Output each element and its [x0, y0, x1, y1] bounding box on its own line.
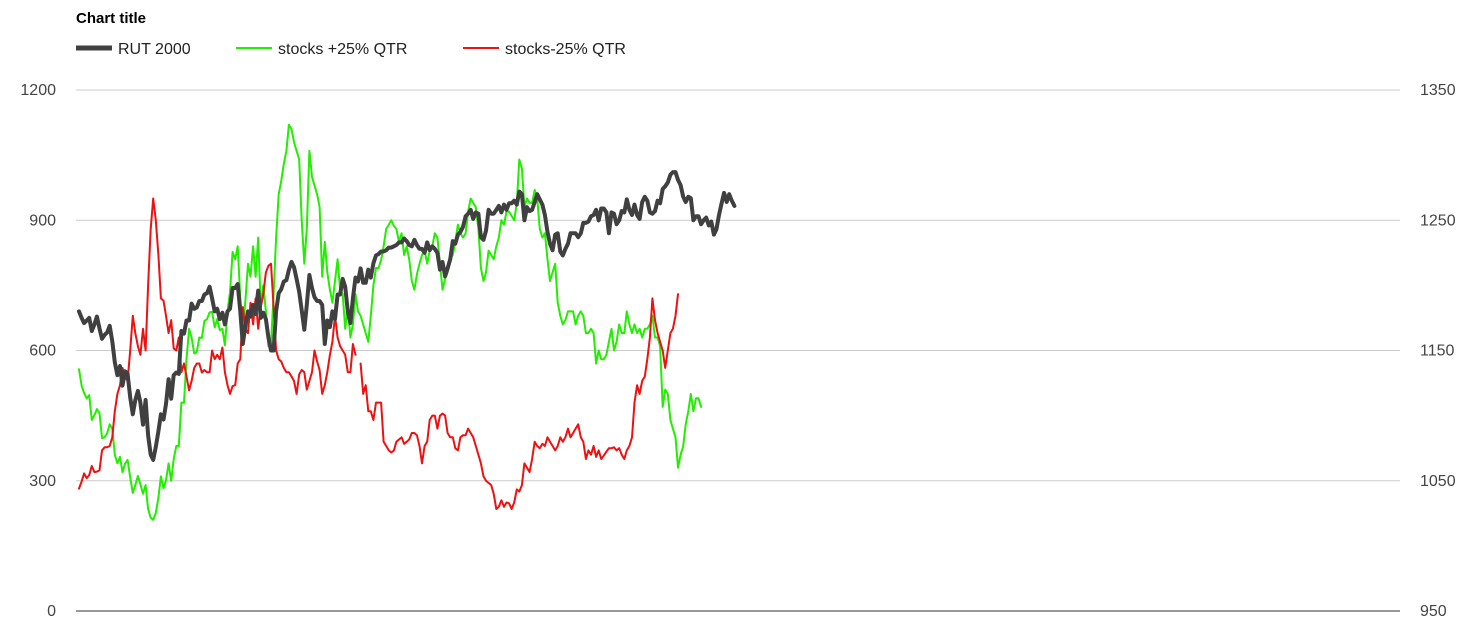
- legend-label: RUT 2000: [118, 41, 191, 58]
- right-tick-label: 1050: [1420, 473, 1456, 490]
- right-axis: 950 1050 1150 1250 1350: [1420, 82, 1456, 620]
- legend-label: stocks +25% QTR: [278, 41, 407, 58]
- series-line-rut-2000: [77, 170, 737, 462]
- right-tick-label: 1250: [1420, 212, 1456, 229]
- series-line-stocks-25-qtr: [78, 123, 703, 521]
- left-tick-label: 0: [47, 603, 56, 620]
- left-tick-label: 600: [29, 343, 56, 360]
- left-tick-label: 300: [29, 473, 56, 490]
- left-tick-label: 900: [29, 212, 56, 229]
- chart-title: Chart title: [76, 10, 146, 27]
- right-tick-label: 950: [1420, 603, 1447, 620]
- right-tick-label: 1350: [1420, 82, 1456, 99]
- series-line-stocks-25-qtr: [78, 197, 357, 490]
- left-tick-label: 1200: [20, 82, 56, 99]
- legend-label: stocks-25% QTR: [505, 41, 626, 58]
- legend: RUT 2000 stocks +25% QTR stocks-25% QTR: [76, 41, 626, 58]
- series-lines: [77, 123, 737, 521]
- left-axis: 0 300 600 900 1200: [20, 82, 56, 620]
- right-tick-label: 1150: [1420, 343, 1455, 360]
- gridlines: [76, 89, 1400, 612]
- series-line-stocks-25-qtr: [359, 293, 679, 510]
